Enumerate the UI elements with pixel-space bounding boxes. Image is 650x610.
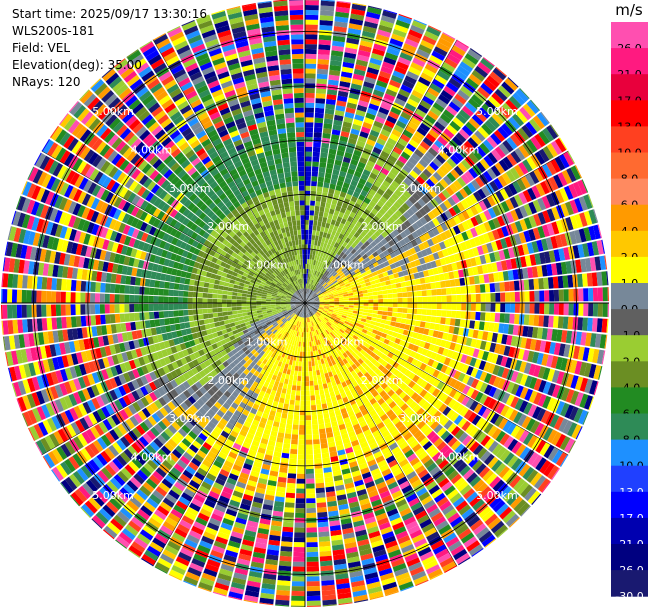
colorbar-cell <box>611 570 648 597</box>
range-label: 2.00km <box>361 220 403 233</box>
azimuth-line <box>152 39 306 304</box>
scan-info: Start time: 2025/09/17 13:30:16 WLS200s-… <box>12 6 207 91</box>
colorbar-cell <box>611 413 648 441</box>
colorbar-cell <box>611 439 648 467</box>
azimuth-line <box>304 302 569 456</box>
range-label: 3.00km <box>399 182 441 195</box>
nrays-text: NRays: 120 <box>12 75 81 89</box>
colorbar-unit: m/s <box>615 1 643 19</box>
colorbar-cell <box>611 361 648 388</box>
range-label: 1.00km <box>323 335 365 348</box>
range-label: 4.00km <box>438 143 480 156</box>
range-label: 3.00km <box>399 412 441 425</box>
azimuth-line <box>41 150 306 304</box>
azimuth-line <box>304 150 569 304</box>
range-label: 4.00km <box>438 451 480 464</box>
range-label: 5.00km <box>92 489 134 502</box>
azimuth-line <box>152 302 306 567</box>
range-label: 1.00km <box>246 259 288 272</box>
range-label: 1.00km <box>246 335 288 348</box>
colorbar-cell <box>611 74 648 101</box>
range-label: 4.00km <box>131 143 173 156</box>
colorbar-cell <box>611 387 648 414</box>
colorbar-cell <box>611 335 648 362</box>
instrument-text: WLS200s-181 <box>12 24 95 38</box>
start-time-text: Start time: 2025/09/17 13:30:16 <box>12 7 207 21</box>
colorbar-cell <box>611 22 648 49</box>
range-label: 5.00km <box>92 105 134 118</box>
colorbar-cell <box>611 178 648 206</box>
range-labels: 1.00km 1.00km 1.00km 1.00km 2.00km 2.00km 2.00… <box>92 105 517 502</box>
azimuth-line <box>304 302 458 567</box>
colorbar-cell <box>611 517 648 545</box>
range-label: 2.00km <box>207 374 249 387</box>
colorbar-cell <box>611 230 648 258</box>
colorbar-cell <box>611 465 648 493</box>
azimuth-line <box>41 302 306 456</box>
elevation-text: Elevation(deg): 35.00 <box>12 58 142 72</box>
ppi-gates <box>1 0 609 607</box>
colorbar-cell <box>611 309 648 336</box>
colorbar-cell <box>611 204 648 232</box>
colorbar-cell <box>611 152 648 180</box>
range-label: 5.00km <box>476 489 518 502</box>
colorbar-tick-label: -30.0 <box>615 590 643 603</box>
azimuth-line <box>304 39 458 304</box>
range-label: 3.00km <box>169 412 211 425</box>
range-label: 2.00km <box>207 220 249 233</box>
range-label: 1.00km <box>323 259 365 272</box>
colorbar-cell <box>611 48 648 75</box>
range-label: 3.00km <box>169 182 211 195</box>
range-label: 5.00km <box>476 105 518 118</box>
colorbar-cell <box>611 100 648 127</box>
colorbar-cell <box>611 491 648 519</box>
colorbar-cell <box>611 544 648 571</box>
field-text: Field: VEL <box>12 41 71 55</box>
range-rings <box>1 0 609 607</box>
colorbar-cell <box>611 126 648 153</box>
range-label: 2.00km <box>361 374 403 387</box>
colorbar-cell <box>611 256 648 284</box>
range-label: 4.00km <box>131 451 173 464</box>
colorbar-cell <box>611 283 648 310</box>
